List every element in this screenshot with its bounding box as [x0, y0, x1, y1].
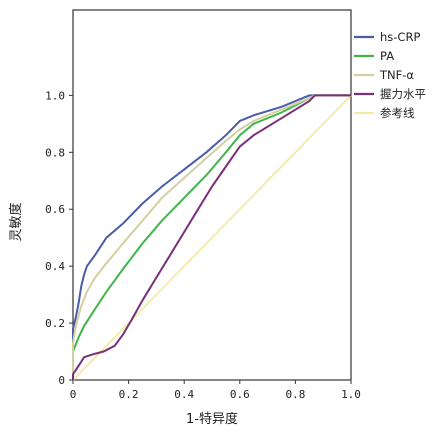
series-line-1	[72, 94, 351, 380]
x-tick-label: 0.2	[119, 388, 139, 401]
ticks-layer: 0 0.2 0.4 0.6 0.8 1.0 0 0.2 0.4 0.6 0.8 1.0	[45, 89, 361, 401]
series-line-3	[72, 94, 351, 380]
x-tick-label: 0.8	[285, 388, 305, 401]
legend-label: hs-CRP	[380, 30, 420, 44]
legend-label: 参考线	[380, 106, 415, 120]
legend-label: PA	[380, 49, 394, 63]
x-tick-label: 0.4	[174, 388, 194, 401]
y-axis-title: 灵敏度	[8, 202, 24, 241]
y-tick-label: 0.8	[45, 146, 65, 159]
y-tick-label: 0.2	[45, 317, 65, 330]
plot-area	[72, 9, 352, 381]
y-tick-label: 0.6	[45, 203, 65, 216]
series-line-2	[72, 94, 351, 380]
legend-label: 握力水平	[380, 87, 426, 101]
x-axis-title: 1-特异度	[186, 411, 238, 427]
series-layer	[72, 94, 352, 381]
y-tick-label: 0.4	[45, 260, 65, 273]
y-tick-label: 1.0	[45, 89, 65, 102]
x-tick-label: 0	[70, 388, 77, 401]
legend-label: TNF-α	[379, 68, 414, 82]
series-line-5	[72, 94, 352, 381]
x-tick-label: 1.0	[341, 388, 361, 401]
x-tick-label: 0.6	[230, 388, 250, 401]
y-tick-label: 0	[58, 374, 65, 387]
series-line-4	[72, 94, 351, 380]
